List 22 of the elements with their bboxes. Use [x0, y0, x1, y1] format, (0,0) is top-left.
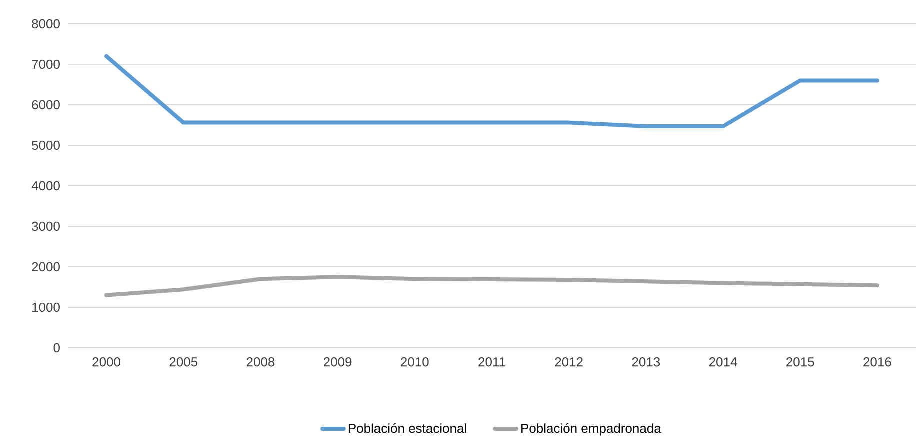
x-tick-label: 2010	[401, 358, 429, 367]
x-tick-label: 2008	[246, 358, 275, 367]
x-tick-label: 2009	[324, 358, 352, 367]
y-tick-label: 1000	[32, 302, 60, 312]
x-tick-label: 2015	[786, 358, 814, 367]
y-tick-label: 8000	[32, 19, 60, 29]
y-tick-label: 7000	[32, 60, 60, 70]
y-tick-label: 0	[54, 343, 60, 353]
x-tick-label: 2014	[709, 358, 738, 367]
y-tick-label: 6000	[32, 100, 60, 110]
x-tick-label: 2013	[632, 358, 660, 367]
legend-label: Población empadronada	[522, 423, 662, 436]
y-tick-label: 5000	[32, 140, 60, 150]
x-tick-label: 2000	[92, 358, 121, 367]
legend-label: Población estacional	[348, 423, 466, 434]
y-tick-label: 3000	[32, 222, 60, 232]
x-tick-label: 2005	[170, 358, 198, 367]
x-tick-label: 2011	[478, 358, 506, 367]
x-tick-label: 2016	[864, 358, 892, 367]
y-tick-label: 2000	[32, 262, 60, 272]
x-tick-label: 2012	[555, 358, 583, 367]
y-tick-label: 4000	[32, 181, 60, 191]
